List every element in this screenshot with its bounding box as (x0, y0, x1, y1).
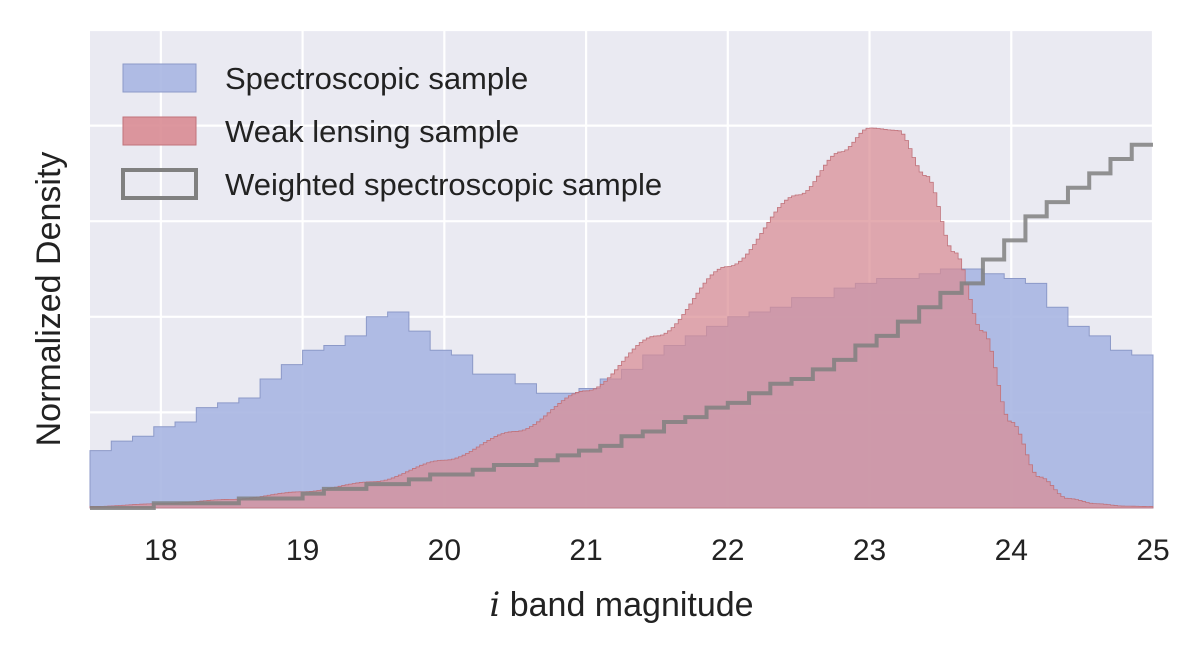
legend-swatch (121, 168, 198, 200)
legend-label: Spectroscopic sample (225, 61, 528, 96)
y-axis-label: Normalized Density (30, 152, 68, 447)
legend: Spectroscopic sample Weak lensing sample W… (121, 61, 662, 202)
legend-label: Weak lensing sample (225, 114, 519, 149)
x-tick-label: 20 (428, 534, 461, 567)
legend-swatch (122, 63, 197, 93)
legend-label: Weighted spectroscopic sample (225, 167, 662, 202)
x-tick-label: 19 (286, 534, 319, 567)
x-tick-label: 22 (711, 534, 744, 567)
x-tick-label: 18 (144, 534, 177, 567)
x-axis-label-text: band magnitude (500, 586, 753, 624)
legend-swatch (122, 116, 197, 146)
weighted-spectroscopic-sample-outline (90, 142, 1153, 510)
x-axis-label: i band magnitude (489, 585, 753, 625)
x-axis-label-variable: i (489, 585, 500, 625)
series-layer (89, 127, 1154, 510)
x-tick-label: 23 (853, 534, 886, 567)
x-tick-label: 24 (995, 534, 1028, 567)
weak-lensing-sample-histogram (89, 127, 1154, 509)
x-tick-label: 25 (1136, 534, 1169, 567)
x-tick-label: 21 (569, 534, 602, 567)
x-axis-ticks: 18 19 20 21 22 23 24 25 (144, 534, 1170, 567)
